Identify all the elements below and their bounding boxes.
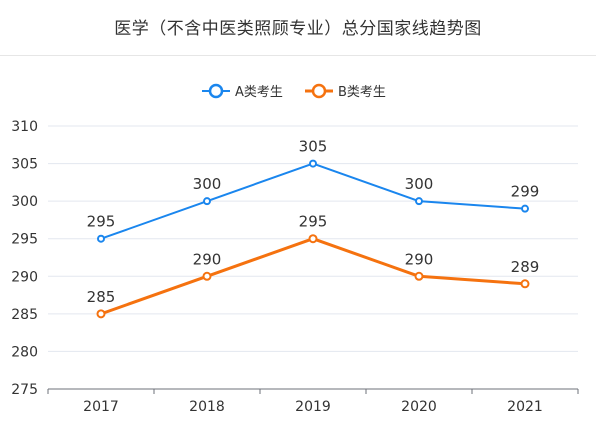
y-tick-label-310: 310 <box>11 119 38 135</box>
data-label-b-2021: 289 <box>511 258 540 276</box>
y-tick-label-290: 290 <box>11 269 38 285</box>
y-tick-label-280: 280 <box>11 344 38 360</box>
chart-title: 医学（不含中医类照顾专业）总分国家线趋势图 <box>114 19 482 39</box>
data-label-a-2021: 299 <box>511 183 540 201</box>
data-point-b-2018 <box>202 271 212 281</box>
data-label-a-2017: 295 <box>87 213 116 231</box>
legend-label-b: B类考生 <box>338 85 386 100</box>
data-point-b-2019 <box>308 234 318 244</box>
data-point-a-2018 <box>203 197 211 206</box>
data-label-b-2020: 290 <box>405 250 434 268</box>
data-label-a-2020: 300 <box>405 175 434 193</box>
y-tick-label-285: 285 <box>11 307 38 323</box>
data-point-b-2021 <box>520 279 530 289</box>
y-tick-label-305: 305 <box>11 157 38 173</box>
title-bar: 医学（不含中医类照顾专业）总分国家线趋势图 <box>0 0 596 56</box>
data-point-a-2017 <box>97 234 105 243</box>
y-tick-label-275: 275 <box>11 382 38 398</box>
data-label-a-2018: 300 <box>193 175 222 193</box>
data-labels: 295 300 305 300 299 285 290 295 290 289 <box>87 138 540 306</box>
data-point-a-2021 <box>521 204 529 213</box>
x-tick-label-2021: 2021 <box>507 399 543 415</box>
x-tick-label-2018: 2018 <box>189 399 225 415</box>
legend: A类考生 B类考生 <box>202 83 386 100</box>
axes <box>47 388 579 394</box>
series-lines <box>96 159 530 319</box>
x-tick-label-2020: 2020 <box>401 399 437 415</box>
legend-marker-a <box>208 83 224 99</box>
data-point-a-2019 <box>309 159 317 168</box>
legend-label-a: A类考生 <box>235 85 283 100</box>
data-point-a-2020 <box>415 197 423 206</box>
y-tick-label-295: 295 <box>11 232 38 248</box>
legend-marker-b <box>311 83 327 99</box>
data-point-b-2020 <box>414 271 424 281</box>
x-tick-label-2017: 2017 <box>83 399 119 415</box>
x-tick-labels: 2017 2018 2019 2020 2021 <box>83 399 543 415</box>
data-point-b-2017 <box>96 309 106 319</box>
data-label-a-2019: 305 <box>299 138 328 156</box>
data-label-b-2018: 290 <box>193 250 222 268</box>
x-tick-label-2019: 2019 <box>295 399 331 415</box>
data-label-b-2019: 295 <box>299 213 328 231</box>
data-label-b-2017: 285 <box>87 288 116 306</box>
y-tick-label-300: 300 <box>11 194 38 210</box>
y-tick-labels: 275 280 285 290 295 300 305 310 <box>11 119 38 398</box>
